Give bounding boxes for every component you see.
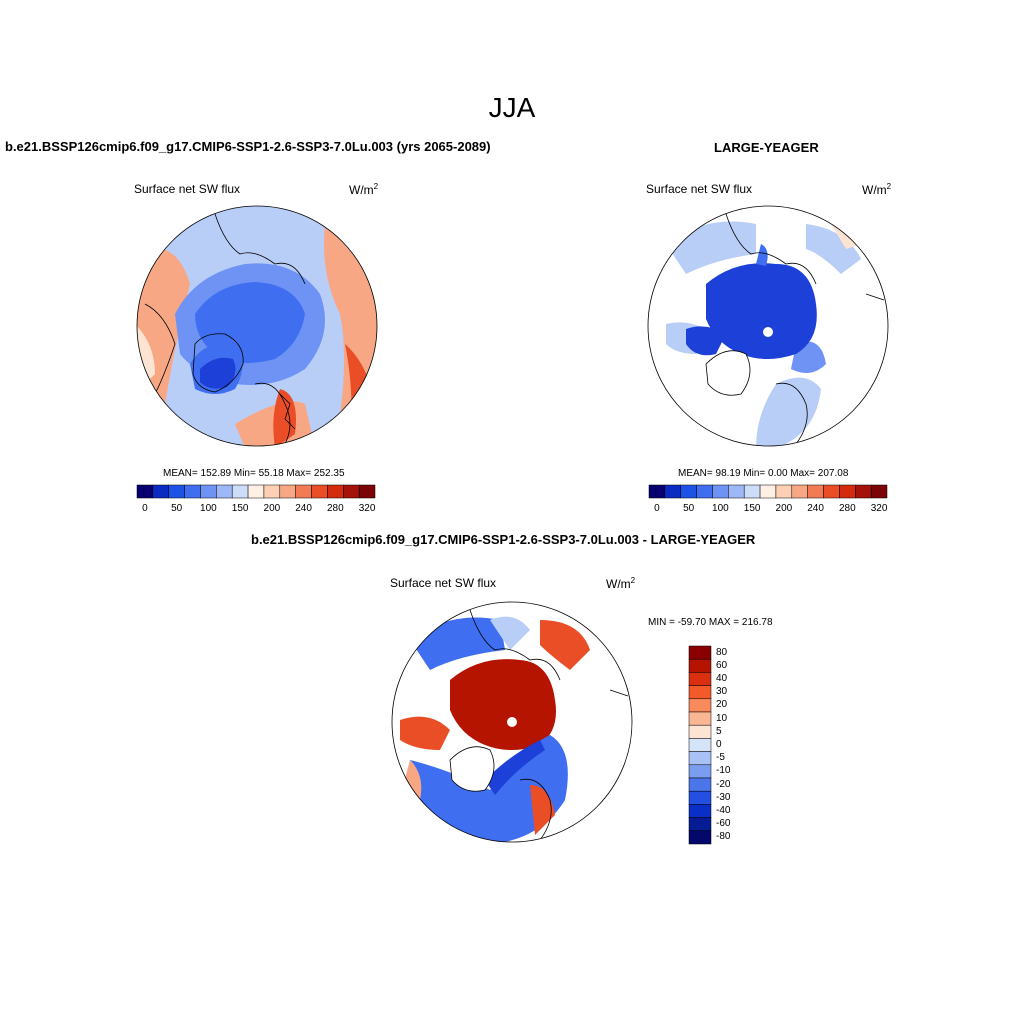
colorbar-tick-label: 40 — [716, 673, 728, 684]
colorbar-tick-label: 20 — [716, 699, 728, 711]
colorbar-box — [855, 484, 872, 499]
colorbar-tick-label: 0 — [716, 739, 722, 750]
left-colorbar-labels: 0 50 100 150 200 240 280 320 — [137, 503, 375, 517]
colorbar-box — [231, 484, 249, 499]
left-variable-label: Surface net SW flux — [134, 182, 241, 196]
colorbar-tick-label: 240 — [807, 503, 824, 514]
right-colorbar — [648, 484, 888, 499]
colorbar-tick-label: 100 — [712, 503, 729, 514]
colorbar-box — [200, 484, 217, 499]
colorbar-box — [680, 484, 697, 499]
left-stats: MEAN= 152.89 Min= 55.18 Max= 252.35 — [163, 468, 345, 479]
colorbar-tick-label: 0 — [142, 503, 148, 514]
colorbar-box — [648, 484, 666, 499]
right-variable-label: Surface net SW flux — [646, 182, 753, 196]
colorbar-box — [343, 484, 360, 499]
colorbar-tick-label: 80 — [716, 646, 728, 658]
colorbar-box — [184, 484, 201, 499]
diff-units-label: W/m2 — [606, 576, 636, 591]
left-colorbar — [136, 484, 376, 499]
colorbar-box — [759, 484, 777, 499]
right-panel-case-title: LARGE-YEAGER — [714, 140, 819, 155]
colorbar-box — [263, 484, 281, 499]
left-panel-case-title: b.e21.BSSP126cmip6.f09_g17.CMIP6-SSP1-2.… — [5, 139, 491, 154]
colorbar-box — [696, 484, 713, 499]
colorbar-box — [712, 484, 729, 499]
figure-title: JJA — [488, 92, 536, 123]
diff-colorbar-labels: 80 60 40 30 20 10 5 0 -5 -10 -20 -30 -40 -60 -80 — [716, 646, 756, 844]
colorbar-box — [152, 484, 169, 499]
colorbar-box — [327, 484, 344, 499]
colorbar-box — [311, 484, 328, 499]
colorbar-box — [688, 777, 712, 792]
colorbar-box — [216, 484, 233, 499]
colorbar-tick-label: 200 — [775, 503, 793, 514]
colorbar-tick-label: -30 — [716, 791, 731, 803]
diff-panel-case-title: b.e21.BSSP126cmip6.f09_g17.CMIP6-SSP1-2.… — [251, 532, 756, 547]
colorbar-tick-label: 280 — [838, 503, 856, 514]
colorbar-box — [870, 484, 888, 499]
colorbar-box — [791, 484, 808, 499]
colorbar-box — [688, 645, 712, 660]
colorbar-box — [168, 484, 185, 499]
colorbar-tick-label: 5 — [716, 725, 722, 737]
colorbar-box — [664, 484, 681, 499]
colorbar-box — [688, 790, 712, 805]
colorbar-box — [743, 484, 761, 499]
colorbar-tick-label: 50 — [683, 503, 695, 514]
colorbar-tick-label: 0 — [654, 503, 660, 514]
colorbar-tick-label: 320 — [358, 503, 376, 514]
colorbar-box — [728, 484, 745, 499]
colorbar-tick-label: -40 — [716, 805, 731, 816]
colorbar-tick-label: 320 — [870, 503, 888, 514]
colorbar-box — [688, 672, 712, 686]
colorbar-tick-label: 150 — [743, 503, 761, 514]
colorbar-tick-label: 200 — [263, 503, 281, 514]
colorbar-box — [775, 484, 793, 499]
colorbar-box — [247, 484, 265, 499]
right-stats: MEAN= 98.19 Min= 0.00 Max= 207.08 — [678, 468, 849, 479]
colorbar-box — [688, 724, 712, 739]
diff-polar-map — [391, 601, 633, 843]
colorbar-tick-label: 30 — [716, 686, 728, 698]
colorbar-tick-label: -20 — [716, 778, 731, 790]
colorbar-box — [688, 711, 712, 726]
colorbar-tick-label: 240 — [295, 503, 312, 514]
colorbar-box — [688, 830, 712, 845]
colorbar-tick-label: -80 — [716, 831, 731, 843]
colorbar-box — [279, 484, 296, 499]
left-units-label: W/m2 — [349, 182, 379, 197]
colorbar-box — [358, 484, 376, 499]
left-polar-map — [136, 205, 378, 447]
diff-colorbar — [688, 645, 712, 845]
colorbar-box — [136, 484, 154, 499]
colorbar-box — [688, 804, 712, 818]
diff-variable-label: Surface net SW flux — [390, 576, 497, 590]
colorbar-box — [688, 698, 712, 713]
colorbar-box — [688, 751, 712, 766]
colorbar-tick-label: 150 — [231, 503, 249, 514]
colorbar-tick-label: -10 — [716, 765, 731, 777]
right-polar-map — [647, 205, 889, 447]
right-units-label: W/m2 — [862, 182, 892, 197]
colorbar-box — [688, 817, 712, 832]
colorbar-box — [688, 738, 712, 752]
colorbar-tick-label: 280 — [326, 503, 344, 514]
colorbar-box — [295, 484, 312, 499]
diff-stats: MIN = -59.70 MAX = 216.78 — [648, 617, 773, 628]
colorbar-tick-label: -60 — [716, 818, 731, 830]
colorbar-box — [807, 484, 824, 499]
colorbar-box — [823, 484, 840, 499]
colorbar-tick-label: 10 — [716, 712, 728, 724]
colorbar-tick-label: -5 — [716, 752, 725, 764]
colorbar-tick-label: 100 — [200, 503, 217, 514]
right-colorbar-labels: 0 50 100 150 200 240 280 320 — [649, 503, 887, 517]
colorbar-box — [688, 658, 712, 673]
colorbar-tick-label: 60 — [716, 659, 728, 671]
colorbar-box — [839, 484, 856, 499]
colorbar-tick-label: 50 — [171, 503, 183, 514]
colorbar-box — [688, 685, 712, 700]
colorbar-box — [688, 764, 712, 779]
